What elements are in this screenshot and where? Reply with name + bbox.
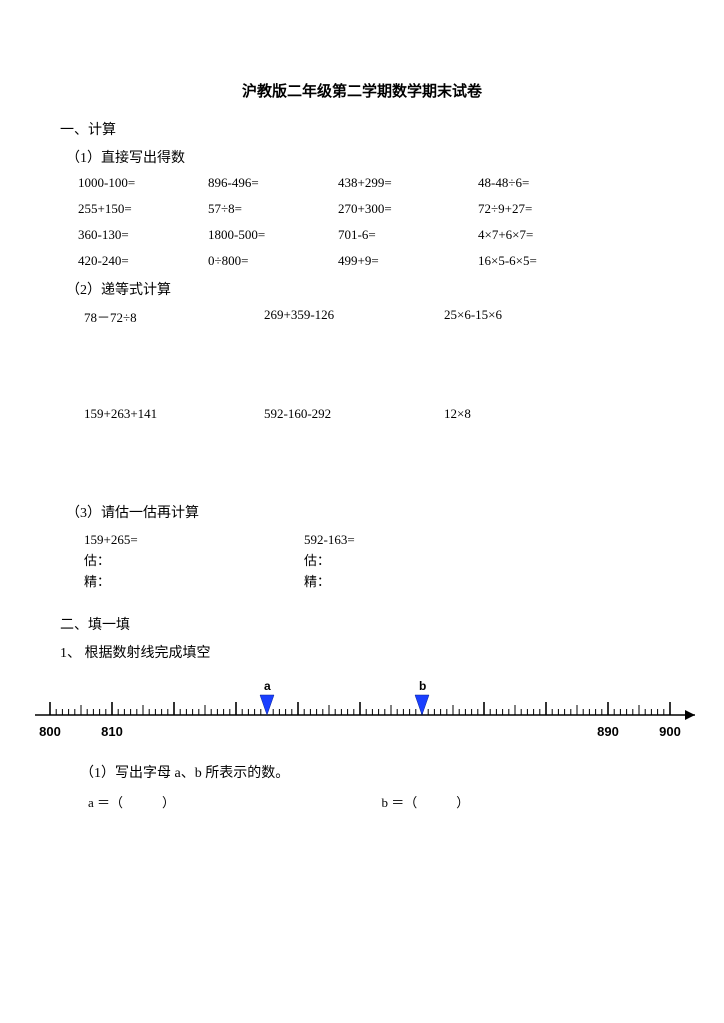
- marker-b: b: [415, 679, 429, 715]
- question-2-1-1: （1）写出字母 a、b 所表示的数。: [80, 762, 664, 782]
- answer-b: b ＝（ ）: [382, 795, 470, 810]
- tick-label: 890: [597, 724, 619, 739]
- marker-a-label: a: [264, 679, 271, 693]
- calc-cell: 499+9=: [338, 253, 478, 269]
- section-1-heading: 一、计算: [60, 119, 664, 139]
- calc-cell: 57÷8=: [208, 201, 338, 217]
- subsection-1-1: （1）直接写出得数: [66, 147, 664, 167]
- answer-row: a ＝（ ） b ＝（ ）: [88, 792, 664, 811]
- step-cell: 25×6-15×6: [444, 307, 624, 326]
- step-cell: 78－72÷8: [84, 307, 264, 326]
- calc-cell: 1800-500=: [208, 227, 338, 243]
- tick-label: 900: [659, 724, 681, 739]
- calc-row: 255+150= 57÷8= 270+300= 72÷9+27=: [78, 201, 664, 217]
- est-precise-label: 精：: [304, 572, 524, 593]
- calc-cell: 1000-100=: [78, 175, 208, 191]
- step-cell: 269+359-126: [264, 307, 444, 326]
- step-row: 78－72÷8 269+359-126 25×6-15×6: [84, 307, 664, 326]
- marker-b-label: b: [419, 679, 426, 693]
- step-cell: 159+263+141: [84, 406, 264, 422]
- triangle-marker-icon: [415, 695, 429, 715]
- step-cell: 592-160-292: [264, 406, 444, 422]
- calc-cell: 896-496=: [208, 175, 338, 191]
- calc-cell: 255+150=: [78, 201, 208, 217]
- question-2-1: 1、 根据数射线完成填空: [60, 642, 664, 662]
- calc-cell: 438+299=: [338, 175, 478, 191]
- tick-label: 810: [101, 724, 123, 739]
- est-guess-label: 估：: [304, 551, 524, 572]
- marker-a: a: [260, 679, 274, 715]
- calc-cell: 48-48÷6=: [478, 175, 618, 191]
- number-line: a b 800 810 890 900: [30, 670, 710, 750]
- est-expr: 592-163=: [304, 530, 524, 551]
- calc-cell: 4×7+6×7=: [478, 227, 618, 243]
- calc-cell: 72÷9+27=: [478, 201, 618, 217]
- calc-cell: 0÷800=: [208, 253, 338, 269]
- exam-title: 沪教版二年级第二学期数学期末试卷: [60, 80, 664, 101]
- step-cell: 12×8: [444, 406, 624, 422]
- calc-cell: 270+300=: [338, 201, 478, 217]
- answer-a: a ＝（ ）: [88, 795, 175, 810]
- tick-label: 800: [39, 724, 61, 739]
- calc-cell: 420-240=: [78, 253, 208, 269]
- est-guess-label: 估：: [84, 551, 304, 572]
- calc-cell: 360-130=: [78, 227, 208, 243]
- calc-row: 420-240= 0÷800= 499+9= 16×5-6×5=: [78, 253, 664, 269]
- subsection-1-2: （2）递等式计算: [66, 279, 664, 299]
- section-2-heading: 二、填一填: [60, 614, 664, 634]
- triangle-marker-icon: [260, 695, 274, 715]
- number-line-svg: a b 800 810 890 900: [30, 670, 710, 750]
- arrowhead-icon: [685, 710, 695, 720]
- est-precise-label: 精：: [84, 572, 304, 593]
- step-calc-grid: 78－72÷8 269+359-126 25×6-15×6 159+263+14…: [84, 307, 664, 422]
- estimation-grid: 159+265= 估： 精： 592-163= 估： 精：: [84, 530, 664, 592]
- calc-cell: 701-6=: [338, 227, 478, 243]
- est-left: 159+265= 估： 精：: [84, 530, 304, 592]
- calc-row: 360-130= 1800-500= 701-6= 4×7+6×7=: [78, 227, 664, 243]
- est-row: 159+265= 估： 精： 592-163= 估： 精：: [84, 530, 664, 592]
- step-row: 159+263+141 592-160-292 12×8: [84, 406, 664, 422]
- subsection-1-3: （3）请估一估再计算: [66, 502, 664, 522]
- est-expr: 159+265=: [84, 530, 304, 551]
- direct-calc-grid: 1000-100= 896-496= 438+299= 48-48÷6= 255…: [78, 175, 664, 269]
- calc-row: 1000-100= 896-496= 438+299= 48-48÷6=: [78, 175, 664, 191]
- calc-cell: 16×5-6×5=: [478, 253, 618, 269]
- est-right: 592-163= 估： 精：: [304, 530, 524, 592]
- ticks: [50, 702, 670, 715]
